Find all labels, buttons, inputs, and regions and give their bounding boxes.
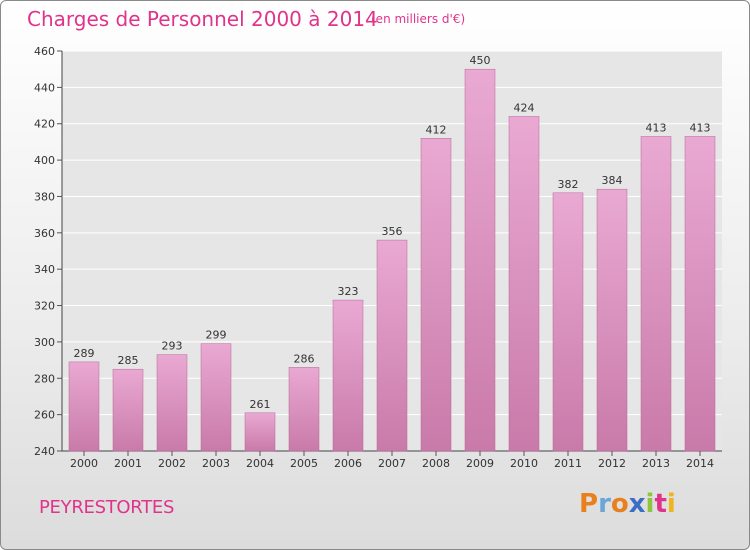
- y-tick-label: 460: [34, 45, 55, 58]
- bar: [464, 68, 496, 452]
- bar: [596, 188, 628, 452]
- x-tick-label: 2011: [554, 457, 582, 470]
- y-tick-label: 300: [34, 336, 55, 349]
- x-tick-label: 2006: [334, 457, 362, 470]
- bar: [68, 361, 100, 452]
- logo-letter: t: [654, 489, 667, 519]
- x-tick-label: 2009: [466, 457, 494, 470]
- logo-letter: i: [666, 489, 676, 519]
- x-tick-label: 2001: [114, 457, 142, 470]
- data-label: 413: [690, 121, 711, 134]
- logo-letter: o: [610, 489, 629, 519]
- x-tick-label: 2007: [378, 457, 406, 470]
- data-label: 412: [426, 123, 447, 136]
- x-tick-label: 2008: [422, 457, 450, 470]
- data-label: 261: [250, 398, 271, 411]
- bar: [332, 299, 364, 452]
- bar: [552, 192, 584, 452]
- chart-title: Charges de Personnel 2000 à 2014: [27, 7, 378, 31]
- x-tick-label: 2010: [510, 457, 538, 470]
- bar: [200, 343, 232, 452]
- y-tick-label: 440: [34, 81, 55, 94]
- data-label: 285: [118, 354, 139, 367]
- bar: [420, 138, 452, 452]
- proxiti-logo[interactable]: Proxiti: [579, 489, 676, 519]
- x-tick-label: 2003: [202, 457, 230, 470]
- bar: [112, 368, 144, 452]
- logo-letter: i: [645, 489, 655, 519]
- bar: [288, 367, 320, 452]
- logo-letter: x: [628, 489, 646, 519]
- chart-subtitle: (en milliers d'€): [371, 12, 466, 26]
- x-tick-label: 2002: [158, 457, 186, 470]
- data-label: 286: [294, 352, 315, 365]
- y-tick-label: 400: [34, 154, 55, 167]
- y-tick-label: 380: [34, 190, 55, 203]
- data-label: 413: [646, 121, 667, 134]
- bar: [508, 116, 540, 452]
- x-tick-label: 2013: [642, 457, 670, 470]
- data-label: 299: [206, 329, 227, 342]
- data-label: 424: [514, 101, 535, 114]
- town-name: PEYRESTORTES: [39, 497, 175, 518]
- bar: [156, 354, 188, 452]
- data-label: 293: [162, 340, 183, 353]
- y-tick-label: 320: [34, 300, 55, 313]
- bar: [376, 239, 408, 452]
- y-tick-label: 360: [34, 227, 55, 240]
- y-tick-label: 280: [34, 372, 55, 385]
- data-label: 323: [338, 285, 359, 298]
- data-label: 382: [558, 178, 579, 191]
- bar: [640, 136, 672, 452]
- x-tick-label: 2005: [290, 457, 318, 470]
- data-label: 384: [602, 174, 623, 187]
- x-tick-label: 2004: [246, 457, 274, 470]
- data-label: 289: [74, 347, 95, 360]
- data-label: 356: [382, 225, 403, 238]
- y-tick-label: 240: [34, 445, 55, 458]
- bar: [684, 136, 716, 452]
- x-tick-label: 2000: [70, 457, 98, 470]
- x-tick-label: 2014: [686, 457, 714, 470]
- data-label: 450: [470, 54, 491, 67]
- logo-letter: P: [579, 489, 599, 519]
- x-tick-label: 2012: [598, 457, 626, 470]
- bar: [244, 412, 276, 452]
- y-tick-label: 340: [34, 263, 55, 276]
- logo-letter: r: [598, 489, 611, 519]
- y-tick-label: 420: [34, 118, 55, 131]
- y-tick-label: 260: [34, 409, 55, 422]
